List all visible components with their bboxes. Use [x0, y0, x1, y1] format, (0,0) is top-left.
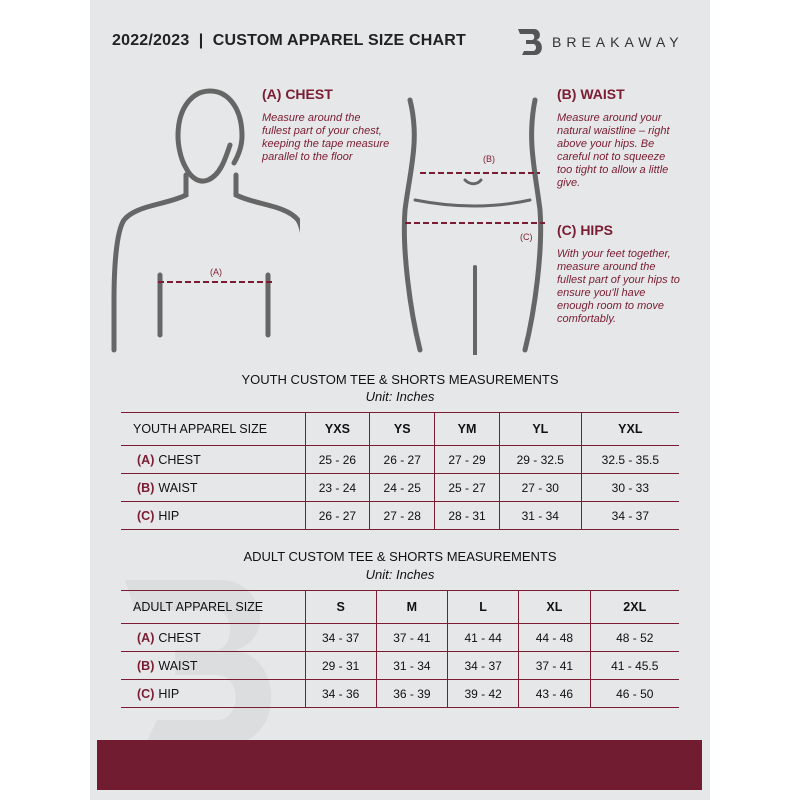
measurement-label: (A) CHEST: [121, 445, 305, 474]
hips-title: (C) HIPS: [557, 222, 613, 238]
measurement-value: 29 - 31: [304, 651, 377, 680]
waist-description: Measure around your natural waistline – …: [557, 112, 670, 189]
hips-description: With your feet together, measure around …: [557, 248, 680, 325]
chest-description: Measure around the fullest part of your …: [262, 112, 390, 163]
measurement-value: 41 - 45.5: [589, 651, 679, 680]
measurement-value: 29 - 32.5: [498, 445, 582, 474]
table-row: (A) CHEST 25 - 26 26 - 27 27 - 29 29 - 32.5 32…: [121, 445, 679, 474]
header-row: YOUTH APPAREL SIZE YXS YS YM YL YXL: [121, 412, 679, 446]
table-row: (B) WAIST 29 - 31 31 - 34 34 - 37 37 - 41 41 -…: [121, 651, 679, 680]
measurement-letter: (C): [137, 686, 155, 701]
measurement-name: CHEST: [158, 452, 201, 467]
waist-title: (B) WAIST: [557, 86, 625, 102]
size-column-header: XL: [518, 590, 590, 624]
size-header: ADULT APPAREL SIZE: [121, 590, 305, 624]
measurement-value: 37 - 41: [518, 651, 590, 680]
brand-name: BREAKAWAY: [552, 34, 684, 50]
measurement-label: (C) HIP: [121, 679, 305, 708]
lower-body-illustration: [401, 97, 545, 355]
footer-band: [97, 740, 702, 790]
measurement-value: 34 - 37: [446, 651, 519, 680]
measurement-value: 48 - 52: [589, 623, 679, 652]
upper-body-illustration: [111, 88, 300, 353]
size-column-header: YL: [498, 412, 582, 446]
table-row: (B) WAIST 23 - 24 24 - 25 25 - 27 27 - 30 30 -…: [121, 473, 679, 502]
adult-table-title: ADULT CUSTOM TEE & SHORTS MEASUREMENTS: [243, 549, 557, 564]
chest-title: (A) CHEST: [262, 86, 333, 102]
measurement-value: 27 - 29: [434, 445, 500, 474]
measurement-value: 27 - 28: [369, 501, 435, 530]
measurement-label: (B) WAIST: [121, 473, 305, 502]
measurement-value: 41 - 44: [446, 623, 519, 652]
youth-table-unit: Unit: Inches: [365, 389, 435, 404]
header-row: ADULT APPAREL SIZE S M L XL 2XL: [121, 590, 679, 624]
measurement-label: (A) CHEST: [121, 623, 305, 652]
measurement-value: 34 - 37: [580, 501, 679, 530]
size-column-header: YXS: [304, 412, 370, 446]
measurement-value: 31 - 34: [375, 651, 448, 680]
size-column-header: YM: [434, 412, 500, 446]
measurement-value: 31 - 34: [498, 501, 582, 530]
youth-table-title: YOUTH CUSTOM TEE & SHORTS MEASUREMENTS: [241, 372, 559, 387]
measurement-value: 43 - 46: [518, 679, 590, 708]
size-column-header: 2XL: [589, 590, 679, 624]
measurement-letter: (C): [137, 508, 155, 523]
measurement-value: 34 - 37: [304, 623, 377, 652]
measurement-name: CHEST: [158, 630, 201, 645]
table-row: (C) HIP 34 - 36 36 - 39 39 - 42 43 - 46 46 - 5…: [121, 679, 679, 708]
measurement-name: WAIST: [158, 480, 198, 495]
marker-b: (B): [483, 154, 495, 164]
size-column-header: M: [375, 590, 448, 624]
measurement-letter: (A): [137, 452, 155, 467]
measurement-value: 44 - 48: [518, 623, 590, 652]
measurement-value: 32.5 - 35.5: [580, 445, 679, 474]
measurement-value: 37 - 41: [375, 623, 448, 652]
measurement-letter: (A): [137, 630, 155, 645]
table-row: (A) CHEST 34 - 37 37 - 41 41 - 44 44 - 48 48 -…: [121, 623, 679, 652]
page-title: 2022/2023 | CUSTOM APPAREL SIZE CHART: [112, 32, 467, 49]
measurement-value: 36 - 39: [375, 679, 448, 708]
measurement-value: 27 - 30: [498, 473, 582, 502]
measurement-value: 26 - 27: [304, 501, 370, 530]
measurement-value: 26 - 27: [369, 445, 435, 474]
adult-size-table: ADULT APPAREL SIZE S M L XL 2XL (A) CHEST 34 - 3…: [121, 590, 679, 708]
adult-table-unit: Unit: Inches: [365, 567, 435, 582]
breakaway-logo: [518, 29, 542, 55]
size-column-header: S: [304, 590, 377, 624]
measurement-value: 25 - 26: [304, 445, 370, 474]
table-row: (C) HIP 26 - 27 27 - 28 28 - 31 31 - 34 34 - 3…: [121, 501, 679, 530]
measurement-value: 23 - 24: [304, 473, 370, 502]
measurement-letter: (B): [137, 658, 155, 673]
size-header: YOUTH APPAREL SIZE: [121, 412, 305, 446]
measurement-value: 39 - 42: [446, 679, 519, 708]
measurement-name: HIP: [158, 508, 180, 523]
measurement-name: HIP: [158, 686, 180, 701]
youth-size-table: YOUTH APPAREL SIZE YXS YS YM YL YXL (A) CHEST 25…: [121, 412, 679, 530]
size-column-header: L: [446, 590, 519, 624]
measurement-value: 28 - 31: [434, 501, 500, 530]
measurement-value: 25 - 27: [434, 473, 500, 502]
measurement-name: WAIST: [158, 658, 198, 673]
size-column-header: YS: [369, 412, 435, 446]
marker-a: (A): [210, 267, 222, 277]
marker-c: (C): [520, 232, 533, 242]
measurement-letter: (B): [137, 480, 155, 495]
size-column-header: YXL: [580, 412, 679, 446]
measurement-value: 24 - 25: [369, 473, 435, 502]
measurement-label: (C) HIP: [121, 501, 305, 530]
measurement-value: 34 - 36: [304, 679, 377, 708]
measurement-value: 30 - 33: [580, 473, 679, 502]
measurement-label: (B) WAIST: [121, 651, 305, 680]
measurement-value: 46 - 50: [589, 679, 679, 708]
